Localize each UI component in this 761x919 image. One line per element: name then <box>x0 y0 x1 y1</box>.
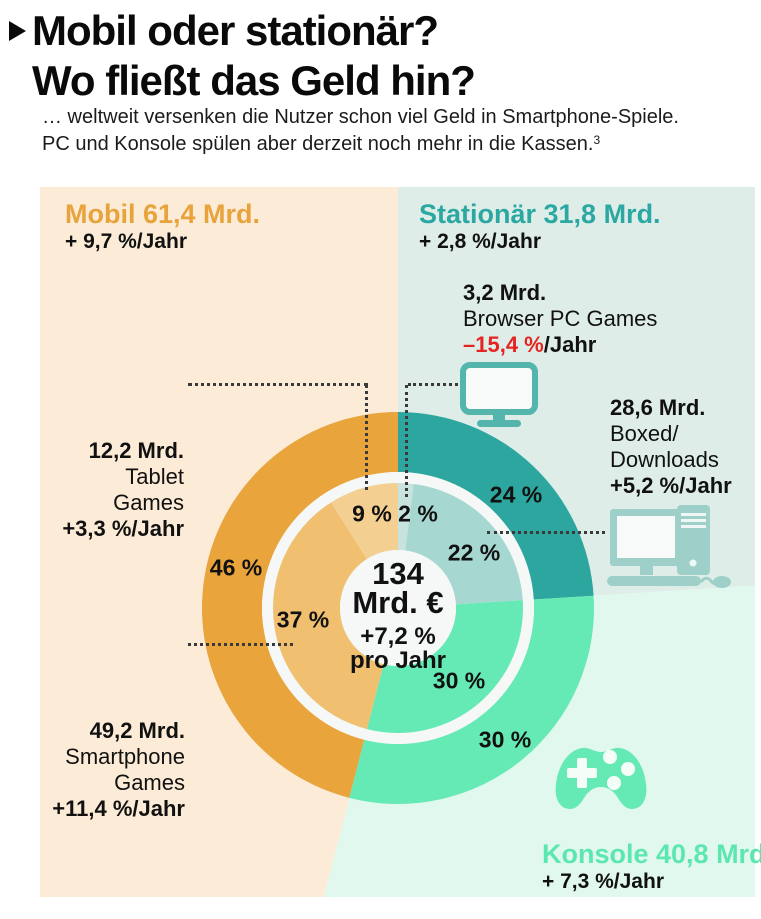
mobil-growth: + 9,7 %/Jahr <box>65 230 187 253</box>
tablet-value: 12,2 Mrd. <box>88 438 184 463</box>
subtitle-line2: PC und Konsole spülen aber derzeit noch … <box>42 133 594 155</box>
title-line2: Wo fließt das Geld hin? <box>32 57 476 104</box>
pct-outer-konsole: 30 % <box>478 726 532 753</box>
boxed-name-line1: Boxed/ <box>610 421 679 446</box>
pct-inner-konsole: 30 % <box>432 667 486 694</box>
bullet-arrow-icon <box>9 21 26 41</box>
leader-line-boxed-horizontal <box>487 531 605 534</box>
pct-inner-browser: 2 % <box>398 500 438 527</box>
title-line1: Mobil oder stationär? <box>32 7 439 54</box>
tablet-games-label: 12,2 Mrd. Tablet Games +3,3 %/Jahr <box>58 438 184 542</box>
subtitle-line1: … weltweit versenken die Nutzer schon vi… <box>42 106 679 128</box>
total-value: 134 <box>372 556 424 591</box>
chart-panel: Mobil 61,4 Mrd. + 9,7 %/Jahr Stationär 3… <box>40 187 761 897</box>
pct-inner-tablet: 9 % <box>352 500 392 527</box>
chart-center-label: 134 Mrd. € +7,2 % pro Jahr <box>308 556 488 674</box>
smartphone-growth: +11,4 %/Jahr <box>52 796 185 821</box>
browser-growth-suffix: /Jahr <box>543 332 597 357</box>
browser-value: 3,2 Mrd. <box>463 280 547 305</box>
pct-inner-boxed: 22 % <box>447 539 501 566</box>
leader-line-browser-vertical <box>405 385 408 497</box>
stationaer-growth: + 2,8 %/Jahr <box>419 230 541 253</box>
browser-name: Browser PC Games <box>463 306 658 331</box>
mobil-title: Mobil 61,4 Mrd. <box>65 199 261 229</box>
leader-line-smartphone-horizontal <box>188 643 293 646</box>
total-growth: +7,2 % <box>360 623 436 650</box>
browser-growth: –15,4 % <box>463 332 544 357</box>
smartphone-name-line1: Smartphone <box>65 744 185 769</box>
leader-line-browser-horizontal <box>408 383 458 386</box>
leader-line-tablet-vertical <box>365 385 368 490</box>
donut-chart <box>40 187 755 897</box>
desktop-pc-icon <box>605 503 735 596</box>
tablet-name-line1: Tablet <box>125 464 184 489</box>
boxed-name-line2: Downloads <box>610 447 719 472</box>
browser-pc-monitor-icon <box>460 362 538 433</box>
stationaer-label: Stationär 31,8 Mrd. + 2,8 %/Jahr <box>419 199 661 254</box>
subtitle: … weltweit versenken die Nutzer schon vi… <box>42 106 679 156</box>
pct-inner-smartphone: 37 % <box>276 606 330 633</box>
footnote-marker: 3 <box>593 133 601 147</box>
total-unit: Mrd. € <box>352 585 444 620</box>
total-growth-suffix: pro Jahr <box>349 647 447 674</box>
page-title: Mobil oder stationär? Wo fließt das Geld… <box>32 6 476 106</box>
pct-outer-mobil: 46 % <box>209 554 263 581</box>
tablet-name-line2: Games <box>113 490 184 515</box>
smartphone-games-label: 49,2 Mrd. Smartphone Games +11,4 %/Jahr <box>45 718 185 822</box>
konsole-label: Konsole 40,8 Mrd. + 7,3 %/Jahr <box>542 839 761 894</box>
boxed-growth: +5,2 %/Jahr <box>610 473 732 498</box>
konsole-title: Konsole 40,8 Mrd. <box>542 839 761 869</box>
gamepad-icon <box>553 742 649 819</box>
boxed-value: 28,6 Mrd. <box>610 395 706 420</box>
smartphone-value: 49,2 Mrd. <box>89 718 185 743</box>
boxed-downloads-label: 28,6 Mrd. Boxed/ Downloads +5,2 %/Jahr <box>610 395 732 499</box>
konsole-growth: + 7,3 %/Jahr <box>542 870 664 893</box>
tablet-growth: +3,3 %/Jahr <box>62 516 184 541</box>
leader-line-tablet-horizontal <box>188 383 368 386</box>
mobil-label: Mobil 61,4 Mrd. + 9,7 %/Jahr <box>65 199 260 254</box>
pct-outer-stationaer: 24 % <box>489 481 543 508</box>
stationaer-title: Stationär 31,8 Mrd. <box>419 199 661 229</box>
smartphone-name-line2: Games <box>114 770 185 795</box>
browser-pc-games-label: 3,2 Mrd. Browser PC Games –15,4 %/Jahr <box>463 280 657 358</box>
